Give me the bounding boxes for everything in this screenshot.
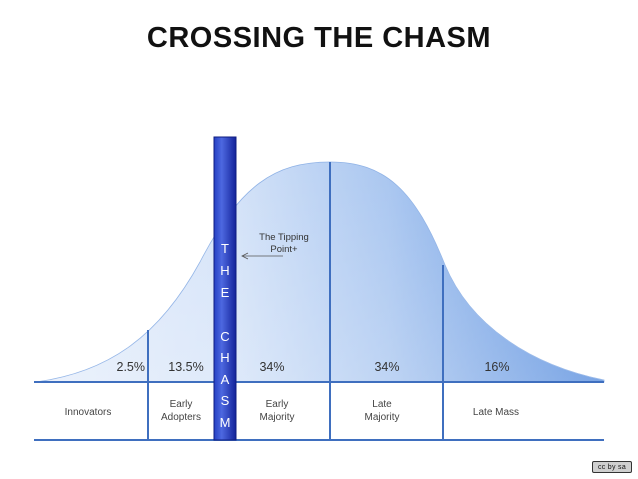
label-late-majority-line2: Majority (364, 412, 399, 423)
pct-early-adopters: 13.5% (168, 360, 203, 374)
pct-late-majority: 34% (374, 360, 399, 374)
chasm-letter-h: H (220, 263, 229, 278)
page-title: CROSSING THE CHASM (146, 22, 492, 54)
creative-commons-license-icon: cc by sa (592, 461, 632, 473)
pct-late-mass: 16% (484, 360, 509, 374)
chasm-bar (213, 136, 237, 441)
chasm-letter-h2: H (220, 350, 229, 365)
tipping-point-line2: Point+ (270, 244, 298, 255)
label-early-adopters-line2: Adopters (161, 412, 201, 423)
pct-early-majority: 34% (259, 360, 284, 374)
label-early-majority-line2: Majority (259, 412, 294, 423)
chasm-letter-a: A (221, 372, 230, 387)
chasm-letters: T H E C H A S M (220, 241, 231, 430)
chasm-letter-s: S (221, 393, 230, 408)
label-early-majority-line1: Early (266, 399, 289, 410)
label-innovators: Innovators (65, 407, 112, 418)
label-early-adopters-line1: Early (170, 399, 193, 410)
chasm-letter-c: C (220, 329, 229, 344)
tipping-point-line1: The Tipping (259, 232, 309, 243)
label-late-mass: Late Mass (473, 407, 519, 418)
chasm-letter-m: M (220, 415, 231, 430)
label-late-majority-line1: Late (372, 399, 392, 410)
tipping-point-arrow (241, 252, 283, 260)
pct-innovators: 2.5% (117, 360, 146, 374)
bell-curve-shade (36, 162, 604, 382)
chasm-letter-e: E (221, 285, 230, 300)
chasm-letter-t: T (221, 241, 229, 256)
